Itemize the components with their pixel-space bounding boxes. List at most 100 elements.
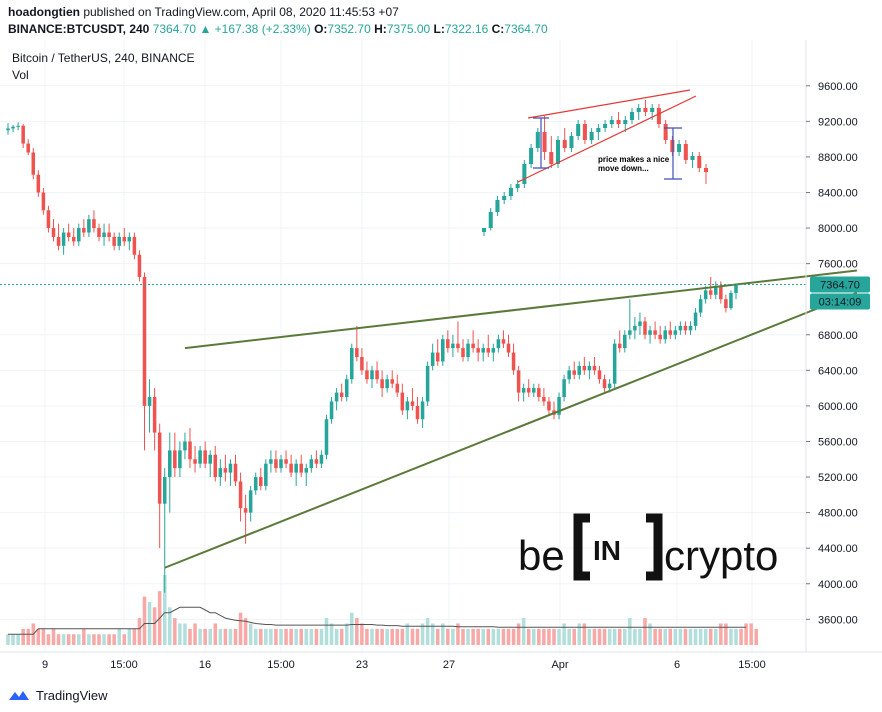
candle-body <box>557 397 561 415</box>
brand-middle: IN <box>593 535 621 566</box>
inset-candle-body <box>603 124 608 128</box>
volume-bar <box>208 628 212 645</box>
inset-candle-body <box>562 140 567 148</box>
volume-bar <box>127 628 132 645</box>
candle-body <box>309 459 314 469</box>
chart-area[interactable]: Bitcoin / TetherUS, 240, BINANCE Vol pri… <box>0 40 882 680</box>
last-price-tag-bg <box>810 276 870 293</box>
price-tick-label: 3600.00 <box>818 614 858 626</box>
candle-body <box>112 236 116 246</box>
candle-body <box>36 174 41 193</box>
volume-bar <box>739 628 743 645</box>
time-tick-label: 15:00 <box>738 659 766 671</box>
candle-body <box>435 352 440 362</box>
candle-body <box>71 236 76 242</box>
candle-body <box>56 236 61 246</box>
candle-body <box>360 357 364 371</box>
candle-body <box>61 232 66 246</box>
volume-bar <box>526 628 531 645</box>
candle-body <box>582 365 587 371</box>
candle-body <box>638 321 642 326</box>
volume-bar <box>82 628 86 645</box>
candle-body <box>365 370 369 380</box>
candle-body <box>602 379 607 389</box>
candle-body <box>476 348 480 353</box>
candle-body <box>526 388 531 393</box>
candle-body <box>218 468 223 478</box>
volume-bar <box>168 607 172 645</box>
candle-body <box>233 463 238 482</box>
volume-bar <box>607 628 612 645</box>
price-tick-label: 7600.00 <box>818 259 858 271</box>
candle-body <box>324 419 329 455</box>
tradingview-footer[interactable]: TradingView <box>8 683 108 707</box>
candle-body <box>425 365 430 402</box>
volume-ma-line <box>8 606 747 635</box>
volume-bars <box>6 575 758 645</box>
annotation-line-2: move down... <box>598 164 649 173</box>
volume-bar <box>339 628 344 645</box>
volume-bar <box>360 623 364 645</box>
volume-bar <box>355 618 359 645</box>
volume-bar <box>456 623 460 645</box>
price-tick-label: 8000.00 <box>818 223 858 235</box>
time-axis[interactable]: 9 15:00 16 15:00 23 27 Apr 6 15:00 <box>42 659 766 671</box>
volume-bar <box>451 628 455 645</box>
annotation-line-1: price makes a nice <box>598 155 670 164</box>
volume-bar <box>289 628 293 645</box>
measure-marker-right <box>664 127 682 180</box>
volume-bar <box>218 628 223 645</box>
volume-bar <box>334 628 339 645</box>
author-name[interactable]: hoadongtien <box>8 5 80 19</box>
volume-bar <box>344 623 349 645</box>
candle-body <box>446 339 450 349</box>
price-tick-label: 4000.00 <box>818 579 858 591</box>
candle-body <box>430 352 435 366</box>
inset-candle-body <box>650 108 655 112</box>
inset-candle-body <box>663 124 668 140</box>
volume-bar <box>678 628 683 645</box>
volume-bar <box>466 628 470 645</box>
candle-body <box>587 365 592 371</box>
candle-body <box>451 343 455 349</box>
price-tick-label: 6000.00 <box>818 401 858 413</box>
price-tick-label: 4400.00 <box>818 543 858 555</box>
volume-bar <box>107 634 111 645</box>
volume-bar <box>567 628 571 645</box>
candle-body <box>693 312 698 326</box>
candle-body <box>643 321 647 335</box>
candle-body <box>410 401 415 406</box>
trendlines[interactable] <box>164 269 858 569</box>
price-tick-label: 9600.00 <box>818 81 858 93</box>
candle-body <box>162 477 167 504</box>
wedge-upper-line <box>527 89 691 119</box>
price-axis[interactable]: 9600.00 9200.00 8800.00 8400.00 8000.00 7600.… <box>806 81 858 627</box>
inset-candle-body <box>643 108 648 112</box>
volume-bar <box>71 634 76 645</box>
price-chart[interactable]: Bitcoin / TetherUS, 240, BINANCE Vol pri… <box>0 40 882 680</box>
candle-body <box>567 370 571 380</box>
candle-body <box>329 401 334 420</box>
candle-body <box>203 450 207 464</box>
candle-body <box>274 459 278 469</box>
candles[interactable] <box>6 122 738 593</box>
volume-bar <box>132 628 137 645</box>
candle-body <box>157 432 162 504</box>
candle-body <box>491 348 496 353</box>
volume-bar <box>744 623 748 645</box>
candle-body <box>633 325 637 331</box>
candle-body <box>188 441 192 460</box>
candle-body <box>102 232 106 237</box>
volume-bar <box>264 628 268 645</box>
candle-body <box>137 254 142 277</box>
volume-bar <box>284 628 288 645</box>
volume-bar <box>673 628 678 645</box>
volume-bar <box>582 623 587 645</box>
candle-body <box>339 392 344 398</box>
volume-bar <box>198 628 202 645</box>
volume-bar <box>233 628 238 645</box>
candle-body <box>107 232 111 237</box>
volume-bar <box>36 628 41 645</box>
volume-bar <box>77 634 81 645</box>
inset-candle-body <box>629 112 635 120</box>
